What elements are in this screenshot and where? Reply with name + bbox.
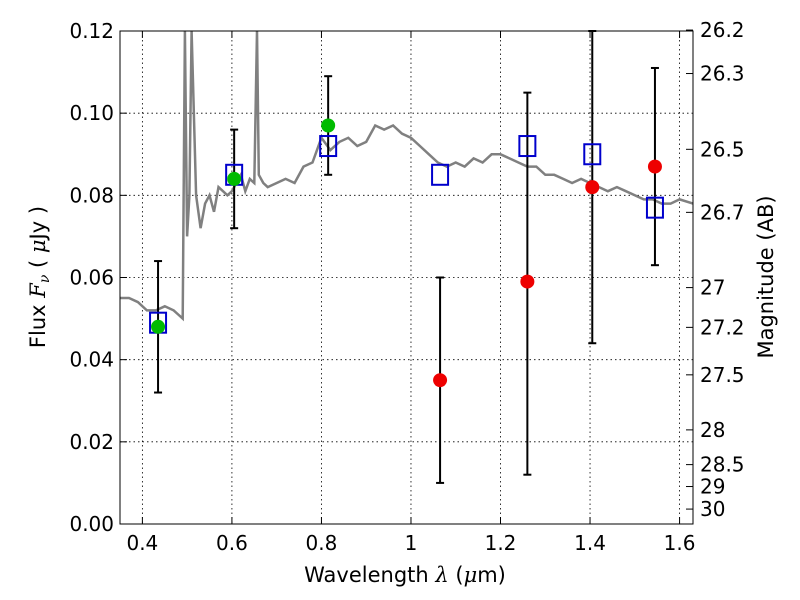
magnitude-tick-label: 26.7 bbox=[700, 200, 745, 224]
upper-limit-point bbox=[585, 180, 600, 195]
grid-lines bbox=[120, 31, 693, 524]
magnitude-tick-label: 26.2 bbox=[700, 18, 745, 42]
y-tick-label: 0.02 bbox=[69, 430, 114, 454]
x-tick-label: 1.4 bbox=[574, 531, 606, 555]
magnitude-tick-label: 28 bbox=[700, 418, 725, 442]
model-square bbox=[583, 143, 602, 166]
axis-ticks bbox=[120, 29, 693, 525]
magnitude-tick-label: 26.5 bbox=[700, 137, 745, 161]
model-square bbox=[518, 135, 537, 158]
y-tick-label: 0.12 bbox=[69, 19, 114, 43]
x-tick-label: 1.6 bbox=[664, 531, 696, 555]
x-axis-title: Wavelength λ (μm) bbox=[304, 563, 506, 587]
y-axis-title: Flux Fν ( μJy ) bbox=[26, 206, 53, 348]
detection-point bbox=[321, 118, 336, 133]
model-square bbox=[431, 163, 450, 186]
error-bars bbox=[154, 30, 659, 484]
magnitude-tick-label: 26.3 bbox=[700, 62, 745, 86]
x-tick-label: 1 bbox=[405, 531, 418, 555]
upper-limit-point bbox=[520, 274, 535, 289]
spectrum-path bbox=[120, 31, 693, 322]
x-tick-label: 1.2 bbox=[485, 531, 517, 555]
detection-point bbox=[151, 319, 166, 334]
y-tick-label: 0.00 bbox=[69, 512, 114, 536]
upper-limit-point bbox=[647, 159, 662, 174]
detection-point bbox=[227, 171, 242, 186]
right-axis-title: Magnitude (AB) bbox=[754, 195, 778, 358]
spectrum-line bbox=[120, 31, 693, 322]
model-points bbox=[149, 135, 664, 334]
x-tick-label: 0.4 bbox=[126, 531, 158, 555]
model-square bbox=[645, 196, 664, 219]
magnitude-tick-label: 29 bbox=[700, 475, 725, 499]
detection-points bbox=[151, 118, 336, 334]
y-tick-label: 0.10 bbox=[69, 101, 114, 125]
x-tick-label: 0.8 bbox=[306, 531, 338, 555]
magnitude-tick-label: 27.2 bbox=[700, 315, 745, 339]
magnitude-tick-label: 27 bbox=[700, 276, 725, 300]
y-tick-label: 0.06 bbox=[69, 266, 114, 290]
upper-limit-point bbox=[433, 373, 448, 388]
x-tick-label: 0.6 bbox=[216, 531, 248, 555]
model-square bbox=[319, 135, 338, 158]
magnitude-tick-label: 27.5 bbox=[700, 363, 745, 387]
tick-labels: 0.4 0.6 0.8 1 1.2 1.4 1.6 0.00 0.02 0.04 0.06 0.08 0… bbox=[69, 18, 744, 555]
magnitude-tick-label: 28.5 bbox=[700, 453, 745, 477]
y-tick-label: 0.08 bbox=[69, 183, 114, 207]
y-tick-label: 0.04 bbox=[69, 348, 114, 372]
magnitude-tick-label: 30 bbox=[700, 497, 725, 521]
upper-limit-points bbox=[433, 159, 662, 388]
